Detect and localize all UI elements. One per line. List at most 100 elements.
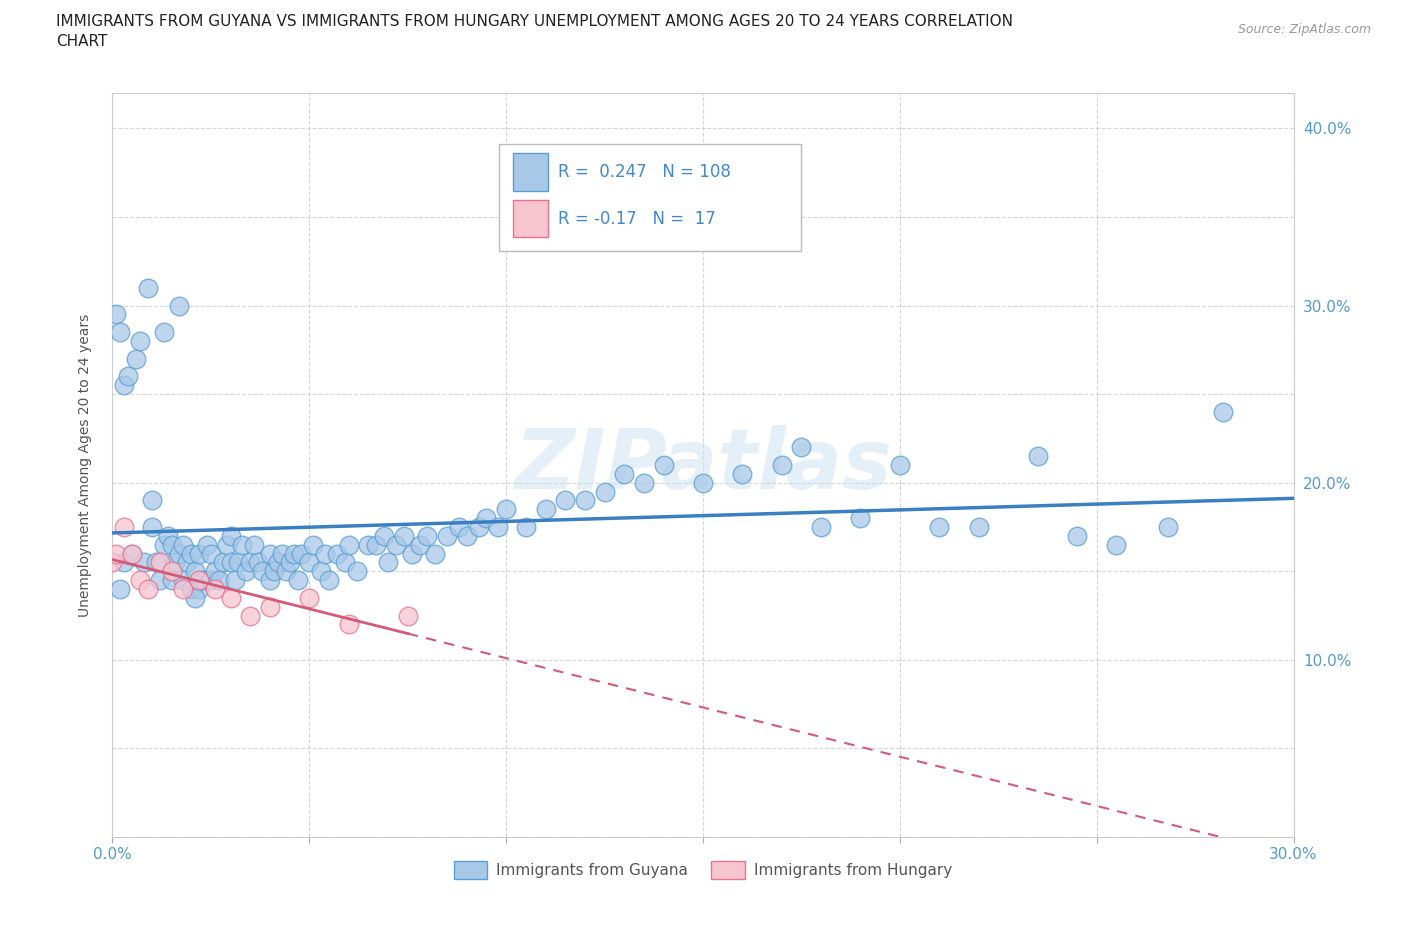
Point	[337, 538, 360, 552]
Point	[486, 520, 509, 535]
Point	[121, 546, 143, 561]
Point	[219, 591, 242, 605]
Point	[239, 608, 262, 623]
Point	[259, 573, 281, 588]
Text: R =  0.247   N = 108: R = 0.247 N = 108	[558, 163, 731, 181]
Point	[425, 546, 447, 561]
Point	[152, 325, 174, 339]
Point	[224, 573, 246, 588]
Point	[259, 546, 281, 561]
Point	[401, 546, 423, 561]
Point	[228, 555, 250, 570]
Point	[152, 538, 174, 552]
Point	[136, 281, 159, 296]
Point	[160, 538, 183, 552]
Point	[385, 538, 408, 552]
Point	[204, 581, 226, 596]
Point	[337, 617, 360, 631]
Point	[112, 555, 135, 570]
Point	[112, 520, 135, 535]
Point	[184, 591, 207, 605]
Point	[172, 581, 194, 596]
Legend: Immigrants from Guyana, Immigrants from Hungary: Immigrants from Guyana, Immigrants from …	[447, 856, 959, 885]
Point	[1066, 528, 1088, 543]
Point	[110, 325, 132, 339]
Point	[298, 591, 321, 605]
Point	[290, 546, 312, 561]
Point	[416, 528, 439, 543]
Point	[208, 573, 231, 588]
Point	[515, 520, 537, 535]
Point	[377, 555, 399, 570]
Point	[298, 555, 321, 570]
Point	[408, 538, 430, 552]
Point	[314, 546, 336, 561]
Point	[149, 555, 172, 570]
Y-axis label: Unemployment Among Ages 20 to 24 years: Unemployment Among Ages 20 to 24 years	[77, 313, 91, 617]
Point	[219, 555, 242, 570]
Point	[239, 555, 262, 570]
Point	[633, 475, 655, 490]
Point	[267, 555, 290, 570]
Point	[1105, 538, 1128, 552]
Point	[967, 520, 990, 535]
Point	[270, 546, 292, 561]
Point	[250, 564, 273, 578]
Point	[593, 485, 616, 499]
Point	[200, 546, 222, 561]
Point	[180, 546, 202, 561]
Point	[392, 528, 415, 543]
Point	[287, 573, 309, 588]
Point	[247, 555, 270, 570]
Point	[219, 528, 242, 543]
Point	[1156, 520, 1178, 535]
Text: CHART: CHART	[56, 34, 108, 49]
Point	[731, 467, 754, 482]
Point	[132, 555, 155, 570]
Point	[692, 475, 714, 490]
Point	[928, 520, 950, 535]
Point	[105, 546, 128, 561]
Point	[188, 581, 211, 596]
Point	[326, 546, 349, 561]
Point	[456, 528, 478, 543]
Point	[112, 378, 135, 392]
Point	[652, 458, 675, 472]
Point	[396, 608, 419, 623]
Point	[259, 599, 281, 614]
Point	[101, 555, 124, 570]
Point	[346, 564, 368, 578]
Point	[243, 538, 266, 552]
Point	[204, 564, 226, 578]
Point	[105, 307, 128, 322]
Point	[274, 564, 297, 578]
Point	[141, 520, 163, 535]
Point	[184, 564, 207, 578]
Point	[211, 555, 233, 570]
Point	[849, 511, 872, 525]
Point	[121, 546, 143, 561]
Point	[129, 573, 152, 588]
Point	[436, 528, 458, 543]
Point	[770, 458, 793, 472]
Point	[790, 440, 813, 455]
Point	[129, 334, 152, 349]
Text: IMMIGRANTS FROM GUYANA VS IMMIGRANTS FROM HUNGARY UNEMPLOYMENT AMONG AGES 20 TO : IMMIGRANTS FROM GUYANA VS IMMIGRANTS FRO…	[56, 14, 1014, 29]
Point	[215, 538, 238, 552]
Point	[495, 502, 517, 517]
Point	[613, 467, 636, 482]
Point	[534, 502, 557, 517]
Point	[156, 528, 179, 543]
Point	[160, 573, 183, 588]
Point	[149, 573, 172, 588]
Point	[366, 538, 388, 552]
Point	[169, 546, 191, 561]
Point	[141, 493, 163, 508]
Point	[125, 352, 148, 366]
Point	[180, 581, 202, 596]
Point	[231, 538, 253, 552]
Point	[318, 573, 340, 588]
Text: R = -0.17   N =  17: R = -0.17 N = 17	[558, 209, 716, 228]
Point	[188, 546, 211, 561]
Point	[172, 538, 194, 552]
